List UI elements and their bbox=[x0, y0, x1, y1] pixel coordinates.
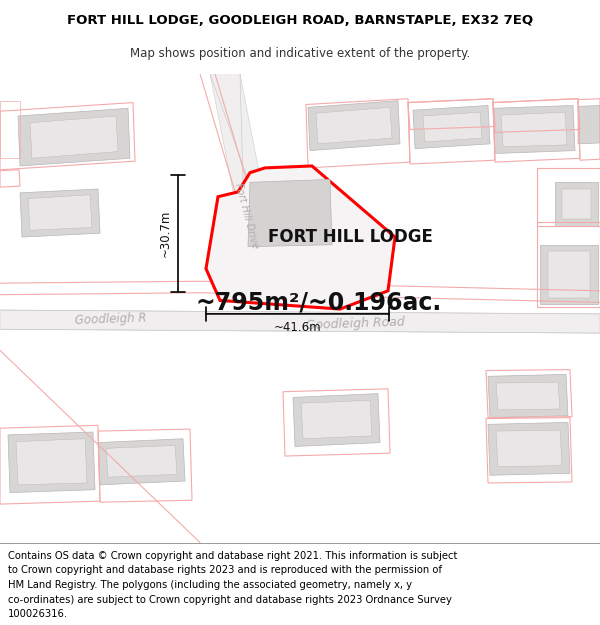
Polygon shape bbox=[98, 439, 185, 485]
Polygon shape bbox=[562, 189, 591, 219]
Polygon shape bbox=[248, 179, 332, 247]
Polygon shape bbox=[578, 106, 600, 144]
Polygon shape bbox=[423, 112, 482, 142]
Polygon shape bbox=[488, 374, 568, 418]
Polygon shape bbox=[206, 166, 395, 309]
Polygon shape bbox=[210, 74, 275, 254]
Text: Goodleigh R: Goodleigh R bbox=[75, 312, 147, 328]
Text: ~795m²/~0.196ac.: ~795m²/~0.196ac. bbox=[195, 291, 441, 314]
Polygon shape bbox=[8, 432, 95, 492]
Text: ~30.7m: ~30.7m bbox=[158, 210, 172, 258]
Polygon shape bbox=[301, 401, 372, 439]
Polygon shape bbox=[316, 107, 392, 144]
Polygon shape bbox=[18, 108, 130, 166]
Polygon shape bbox=[0, 310, 600, 333]
Text: HM Land Registry. The polygons (including the associated geometry, namely x, y: HM Land Registry. The polygons (includin… bbox=[8, 580, 412, 590]
Polygon shape bbox=[30, 116, 118, 158]
Polygon shape bbox=[540, 245, 598, 304]
Polygon shape bbox=[496, 382, 560, 410]
Polygon shape bbox=[106, 446, 177, 477]
Text: Map shows position and indicative extent of the property.: Map shows position and indicative extent… bbox=[130, 47, 470, 59]
Polygon shape bbox=[548, 251, 590, 298]
Polygon shape bbox=[555, 182, 598, 226]
Polygon shape bbox=[496, 430, 562, 467]
Text: 100026316.: 100026316. bbox=[8, 609, 68, 619]
Polygon shape bbox=[501, 112, 567, 147]
Text: Goodleigh Road: Goodleigh Road bbox=[305, 315, 404, 332]
Polygon shape bbox=[28, 195, 92, 231]
Text: co-ordinates) are subject to Crown copyright and database rights 2023 Ordnance S: co-ordinates) are subject to Crown copyr… bbox=[8, 595, 452, 605]
Text: ~41.6m: ~41.6m bbox=[274, 321, 322, 334]
Text: FORT HILL LODGE, GOODLEIGH ROAD, BARNSTAPLE, EX32 7EQ: FORT HILL LODGE, GOODLEIGH ROAD, BARNSTA… bbox=[67, 14, 533, 27]
Text: Contains OS data © Crown copyright and database right 2021. This information is : Contains OS data © Crown copyright and d… bbox=[8, 551, 457, 561]
Polygon shape bbox=[308, 101, 400, 151]
Text: FORT HILL LODGE: FORT HILL LODGE bbox=[268, 228, 433, 246]
Polygon shape bbox=[16, 439, 87, 485]
Polygon shape bbox=[293, 394, 380, 446]
Polygon shape bbox=[488, 422, 570, 475]
Text: Fort Hill Drive: Fort Hill Drive bbox=[233, 182, 260, 250]
Polygon shape bbox=[413, 106, 490, 149]
Polygon shape bbox=[20, 189, 100, 237]
Text: to Crown copyright and database rights 2023 and is reproduced with the permissio: to Crown copyright and database rights 2… bbox=[8, 566, 442, 576]
Polygon shape bbox=[493, 106, 575, 154]
